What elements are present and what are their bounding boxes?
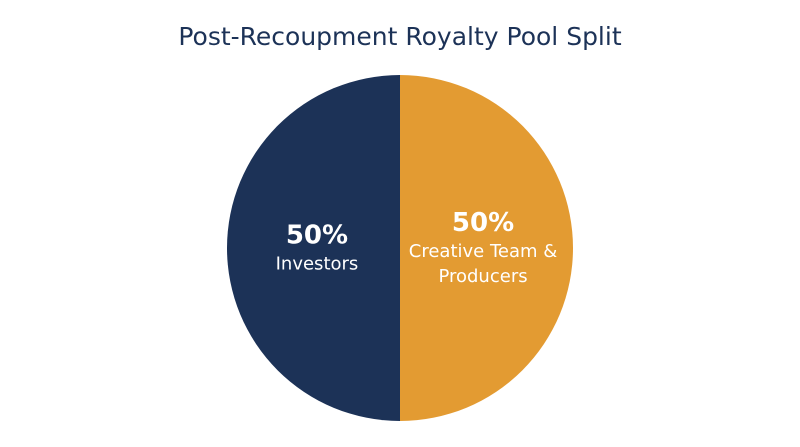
category-label: Creative Team & Producers [408, 241, 558, 287]
value-label: 50% [451, 208, 515, 238]
slice-label: 50% Investors [276, 220, 359, 277]
pie-slice [400, 75, 573, 421]
chart-title: Post-Recoupment Royalty Pool Split [178, 22, 622, 51]
value-label: 50% [285, 220, 349, 251]
category-label: Investors [275, 253, 359, 275]
pie-slice [227, 75, 400, 421]
slice-label: 50% Creative Team & Producers [408, 207, 558, 289]
